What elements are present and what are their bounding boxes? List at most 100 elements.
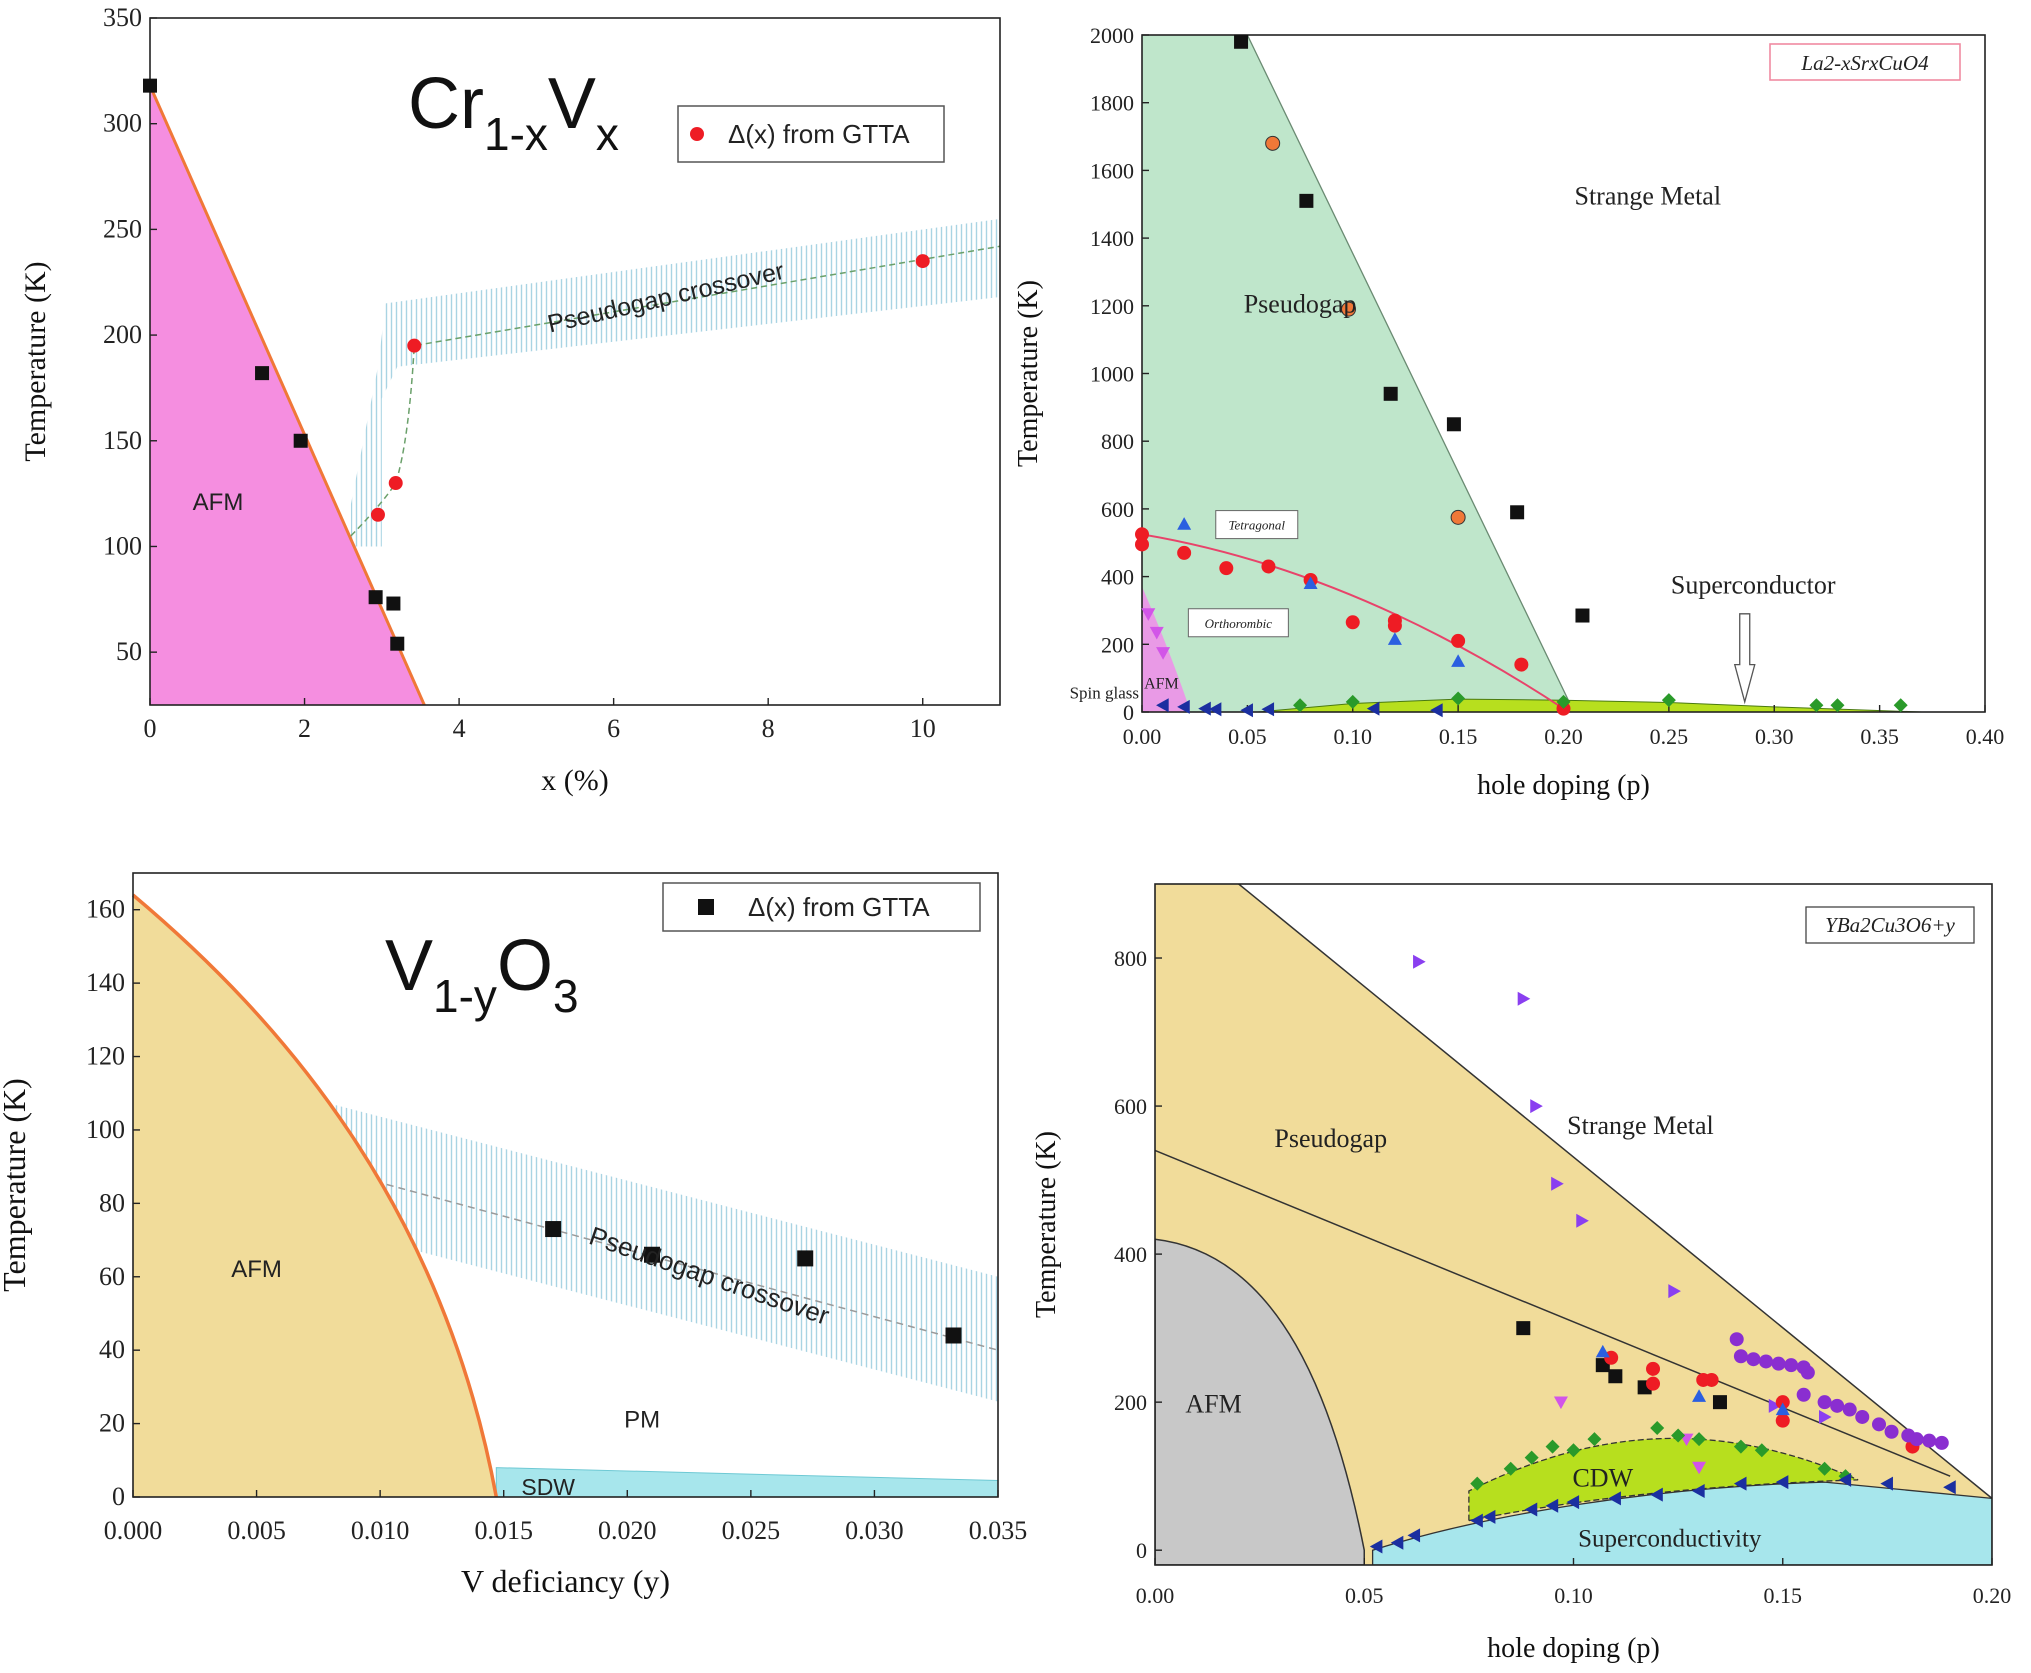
data-point <box>1545 1498 1559 1513</box>
data-point <box>1234 34 1249 49</box>
pseudogap-region <box>1142 35 1575 712</box>
legend-marker <box>698 899 714 915</box>
x-axis-label: V deficiancy (y) <box>461 1563 670 1599</box>
cdw-region <box>1468 1437 1859 1522</box>
y-tick-label: 250 <box>103 214 142 243</box>
x-tick-label: 0.030 <box>845 1516 904 1545</box>
data-point <box>1771 1356 1786 1371</box>
chart-title: V1-yO3 <box>385 926 579 1022</box>
data-point <box>1784 1358 1799 1373</box>
data-point <box>1830 698 1845 713</box>
pseudogap-region <box>1155 884 1992 1565</box>
title-subscript: 3 <box>553 970 579 1022</box>
data-point <box>1650 1487 1663 1502</box>
legend-label: Δ(x) from GTTA <box>748 892 930 922</box>
data-point <box>1692 1432 1707 1447</box>
data-point <box>1608 1369 1623 1384</box>
y-tick-label: 1800 <box>1090 91 1134 116</box>
x-tick-label: 0.35 <box>1860 724 1899 749</box>
legend-marker <box>690 127 704 141</box>
afm-region <box>133 895 497 1497</box>
data-point <box>1884 1424 1899 1439</box>
title-box <box>1769 43 1961 81</box>
data-point <box>1595 1344 1610 1358</box>
data-point <box>1451 654 1466 667</box>
data-point <box>1817 1461 1832 1476</box>
x-tick-label: 0.00 <box>1136 1583 1175 1608</box>
panel-cr1-xvx: 0 2 4 6 8 10 50 100 150 200 250 300 350 x (%) Temperat… <box>19 3 1001 797</box>
region-label-spin-glass: Spin glass <box>1070 683 1139 702</box>
region-label-afm: AFM <box>1185 1390 1241 1419</box>
data-point <box>1524 1502 1538 1517</box>
region-label-strange-metal: Strange Metal <box>1575 181 1722 210</box>
x-tick-label: 0.010 <box>351 1516 410 1545</box>
data-point <box>1668 1284 1681 1299</box>
title-subscript: 1-x <box>484 108 548 160</box>
region-label-tetragonal: Tetragonal <box>1228 518 1285 533</box>
tetragonal-box <box>1215 510 1299 540</box>
crossover-curve <box>350 245 1001 537</box>
region-label-afm: AFM <box>193 489 244 516</box>
data-point <box>1293 698 1308 713</box>
structural-transition-curve <box>1141 533 1565 710</box>
x-tick-label: 0.05 <box>1228 724 1267 749</box>
y-tick-label: 50 <box>116 637 142 666</box>
title-part: Cr <box>408 64 484 144</box>
data-point <box>1451 633 1466 648</box>
y-axis-label: Temperature (K) <box>1031 1131 1062 1318</box>
y-tick-label: 0 <box>1123 700 1134 725</box>
superconductor-dome <box>1257 698 1922 713</box>
data-point <box>945 1327 962 1344</box>
data-point <box>1149 626 1164 640</box>
y-tick-label: 200 <box>103 320 142 349</box>
data-point <box>1704 1372 1719 1387</box>
x-tick-label: 2 <box>298 714 311 743</box>
region-label-pseudogap: Pseudogap <box>1244 290 1357 319</box>
plot-frame <box>132 872 999 1498</box>
y-tick-label: 400 <box>1114 1242 1147 1267</box>
data-point <box>1387 618 1402 633</box>
y-tick-label: 600 <box>1114 1094 1147 1119</box>
data-point <box>1587 1432 1602 1447</box>
data-point <box>1566 1443 1581 1458</box>
title-part: O <box>497 926 553 1006</box>
data-point <box>1366 701 1380 716</box>
data-point <box>1510 505 1525 520</box>
data-point <box>1177 545 1192 560</box>
region-label-pm: PM <box>624 1406 660 1433</box>
data-point <box>1775 1395 1790 1410</box>
y-tick-label: 600 <box>1101 497 1134 522</box>
x-tick-label: 0.015 <box>474 1516 533 1545</box>
region-layer <box>1155 884 1992 1565</box>
data-point <box>1809 698 1824 713</box>
data-point <box>1530 1099 1543 1114</box>
data-point <box>1261 702 1275 717</box>
x-axis-label: hole doping (p) <box>1487 1633 1660 1664</box>
chart-title: La2-xSrxCuO4 <box>1800 51 1929 75</box>
region-label-pseudogap: Pseudogap <box>1274 1124 1387 1153</box>
data-point <box>1503 1461 1518 1476</box>
data-point <box>1712 1395 1727 1410</box>
marker-outline <box>1265 135 1281 151</box>
data-point <box>1768 1398 1782 1413</box>
data-point <box>1470 1513 1483 1528</box>
data-point <box>1514 657 1529 672</box>
title-box <box>1805 906 1975 944</box>
data-point <box>1407 1528 1421 1543</box>
data-point <box>545 1221 562 1238</box>
data-point <box>1692 1483 1705 1498</box>
data-point <box>1830 1398 1845 1413</box>
data-point <box>368 590 383 605</box>
x-tick-label: 0.025 <box>722 1516 781 1545</box>
x-tick-label: 0 <box>144 714 157 743</box>
data-point <box>1545 1439 1560 1454</box>
panel-lsco: 0.00 0.05 0.10 0.15 0.20 0.25 0.30 0.35 0.40 0 200… <box>1013 23 2004 801</box>
data-point <box>1345 615 1360 630</box>
x-axis-label: x (%) <box>541 764 608 797</box>
panel-ybco: 0.00 0.05 0.10 0.15 0.20 0 200 400 600 800 hole do… <box>1031 883 2012 1664</box>
y-tick-label: 2000 <box>1090 23 1134 48</box>
panel-v1-yo3: 0.000 0.005 0.010 0.015 0.020 0.025 0.030 0.035… <box>0 872 1027 1599</box>
x-tick-label: 0.20 <box>1973 1583 2012 1608</box>
data-point <box>1141 608 1156 621</box>
